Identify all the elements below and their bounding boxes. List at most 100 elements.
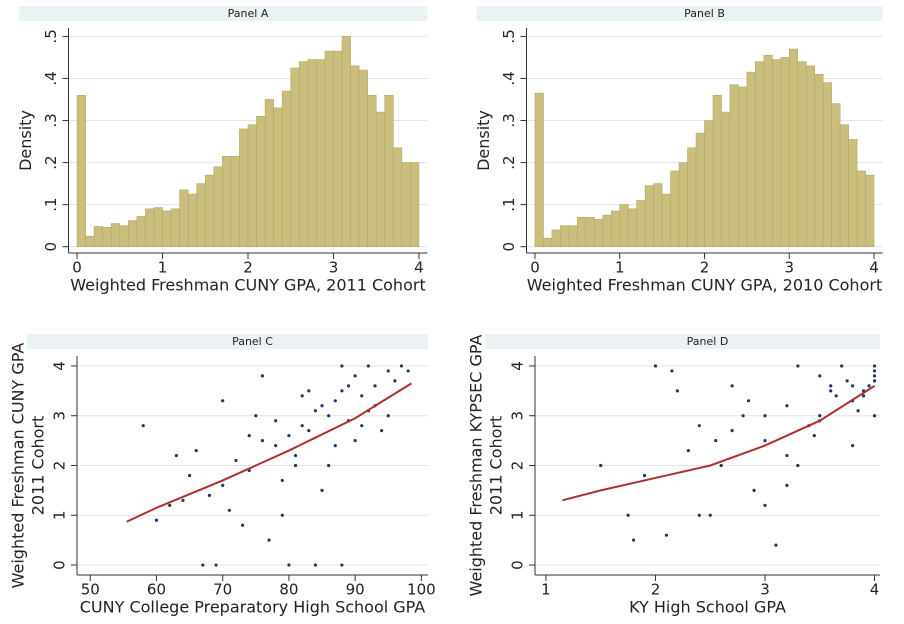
bar [865, 174, 875, 247]
x-tick-label: 3 [760, 581, 770, 599]
bar [594, 219, 604, 247]
bar [577, 216, 587, 247]
bar [661, 193, 671, 247]
bar [93, 226, 103, 247]
bar [644, 185, 654, 247]
point [708, 513, 712, 517]
point [346, 384, 351, 388]
bar [196, 183, 206, 247]
bar [136, 216, 146, 247]
point [626, 513, 630, 517]
x-tick-label: 2 [243, 259, 253, 277]
point [187, 473, 192, 478]
bar [585, 216, 595, 247]
bar [746, 71, 756, 247]
point [141, 424, 145, 428]
x-tick-label: 4 [870, 581, 880, 599]
point [686, 448, 690, 453]
point [840, 364, 844, 368]
point [763, 414, 767, 418]
y-tick-label: 4 [509, 361, 527, 371]
point [730, 429, 734, 433]
y-axis-label: Density [16, 110, 35, 171]
panel-title: Panel A [228, 7, 269, 20]
y-tick-label: 3 [509, 411, 527, 421]
point [320, 488, 324, 492]
y-tick-label: 1 [51, 510, 69, 520]
title-strip [27, 334, 428, 349]
bar [560, 225, 570, 247]
point [406, 369, 410, 373]
point [194, 448, 198, 453]
x-tick-label: 0 [530, 259, 540, 277]
bar [678, 162, 688, 247]
panel-title: Panel B [684, 7, 725, 20]
y-tick-label: .5 [500, 29, 518, 43]
point [872, 374, 877, 378]
point [293, 463, 298, 468]
point [851, 384, 855, 388]
panel-title: Panel D [687, 335, 729, 348]
bar [848, 139, 858, 247]
bar [384, 94, 394, 247]
bar [110, 223, 121, 247]
bar [256, 116, 266, 247]
point [221, 483, 225, 488]
bar [653, 183, 663, 247]
bar [247, 124, 257, 247]
bar [333, 50, 343, 247]
point [214, 563, 218, 567]
bar [153, 207, 163, 247]
y-tick-label: .1 [42, 197, 60, 211]
x-tick-label: 2 [700, 259, 710, 277]
point [599, 463, 603, 468]
fit-line [126, 382, 412, 523]
bar [162, 210, 172, 247]
bar [179, 189, 189, 247]
bar [543, 237, 553, 247]
point [653, 364, 658, 368]
point [247, 434, 251, 438]
y-tick-label: 1 [509, 510, 527, 520]
point [274, 443, 278, 448]
bar [805, 65, 815, 247]
bar [695, 132, 705, 247]
bar [204, 174, 215, 247]
bar [822, 82, 832, 247]
y-tick-label: .1 [500, 197, 518, 211]
point [313, 563, 318, 567]
bar [213, 166, 223, 247]
point [785, 453, 789, 458]
bar [410, 162, 420, 247]
y-tick-label: .5 [42, 29, 60, 43]
y-axis-label: 2011 Cohort [29, 416, 48, 516]
point [697, 513, 701, 517]
point [260, 374, 265, 378]
y-tick-label: .4 [500, 71, 518, 85]
bar [627, 208, 637, 247]
bar [788, 48, 799, 247]
y-tick-label: .2 [500, 155, 518, 169]
bar [119, 225, 129, 247]
point [181, 498, 185, 502]
title-strip [18, 6, 428, 21]
bar [721, 111, 731, 247]
point [254, 414, 258, 418]
fit-line [562, 385, 876, 502]
bar [85, 235, 95, 247]
bar [170, 208, 180, 247]
bar [145, 208, 155, 247]
point [300, 424, 304, 428]
point [260, 439, 265, 443]
point [867, 384, 871, 388]
point [631, 538, 636, 542]
point [340, 364, 344, 368]
y-tick-label: 4 [51, 361, 69, 371]
bar [401, 162, 411, 247]
point [327, 463, 331, 468]
bar [341, 36, 351, 247]
bar [264, 99, 274, 247]
y-tick-label: 2 [51, 461, 69, 471]
point [851, 443, 855, 448]
